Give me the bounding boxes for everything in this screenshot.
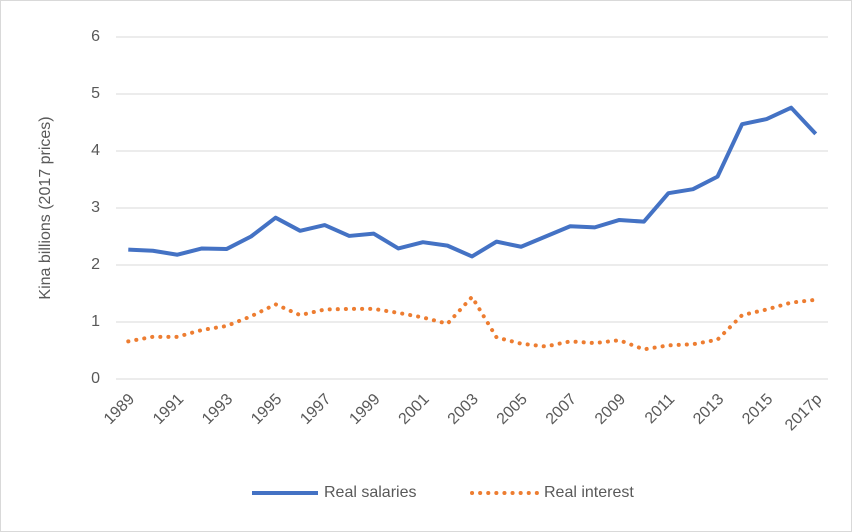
y-tick-label: 5	[91, 85, 100, 102]
series-line	[128, 105, 818, 259]
y-tick-label: 0	[91, 370, 100, 387]
y-tick-label: 4	[91, 142, 100, 159]
y-tick-label: 6	[91, 28, 100, 45]
legend-label: Real salaries	[324, 484, 416, 501]
y-tick-label: 2	[91, 256, 100, 273]
y-tick-label: 3	[91, 199, 100, 216]
y-axis-label: Kina billions (2017 prices)	[37, 116, 54, 299]
legend-label: Real interest	[544, 484, 634, 501]
y-tick-label: 1	[91, 313, 100, 330]
series-line	[126, 294, 818, 352]
